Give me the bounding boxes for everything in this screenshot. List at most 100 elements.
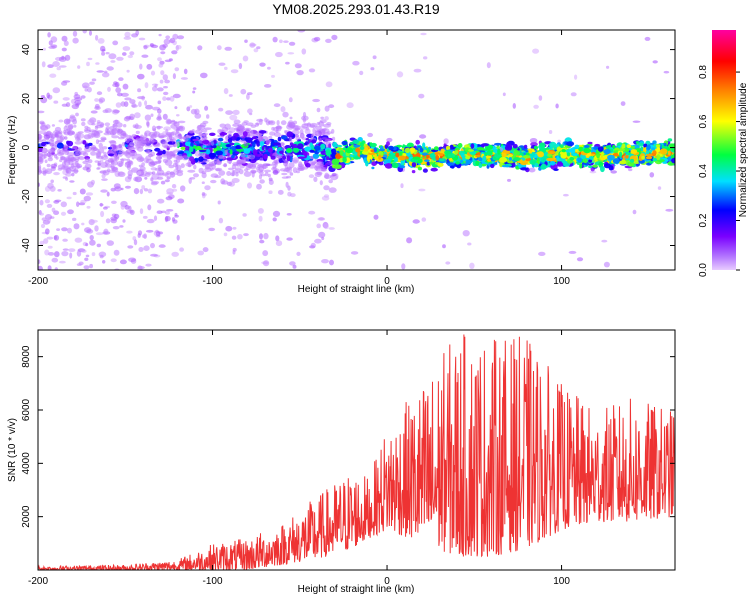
spectrogram-cell [626, 144, 632, 149]
spectrogram-cell [329, 259, 334, 266]
spectrogram-cell [154, 131, 158, 137]
spectrogram-cell [145, 104, 153, 110]
spectrogram-cell [502, 92, 506, 97]
spectrogram-cell [285, 181, 289, 188]
spectrogram-cell [605, 145, 610, 149]
spectrogram-cell [67, 130, 75, 135]
spectrogram-cell [350, 251, 359, 255]
spectrogram-cell [73, 94, 81, 100]
spectrogram-cell [173, 135, 180, 139]
spectrogram-cell [243, 157, 250, 162]
spectrogram-cell [95, 62, 100, 65]
spectrogram-cell [561, 149, 566, 153]
spectrogram-cell [588, 159, 592, 163]
spectrogram-cell [532, 48, 540, 54]
spectrogram-cell [180, 146, 187, 150]
spectrogram-cell [322, 132, 331, 136]
spectrogram-cell [144, 114, 152, 121]
spectrogram-cell [227, 167, 234, 171]
spectrogram-cell [323, 174, 332, 180]
spectrogram-cell [50, 179, 54, 184]
spectrogram-cell [157, 113, 162, 120]
spectrogram-cell [129, 141, 137, 147]
spectrogram-cell [177, 35, 185, 40]
spectrogram-cell [600, 165, 605, 173]
spectrogram-cell [162, 74, 168, 81]
spectrogram-cell [643, 143, 648, 148]
spectrogram-cell [106, 240, 115, 246]
spectrogram-cell [189, 105, 193, 108]
spectrogram-cell [90, 179, 95, 185]
spectrogram-cell [328, 104, 335, 109]
spectrogram-cell [249, 129, 254, 136]
spectrogram-cell [47, 245, 53, 249]
colorbar-tick-label: 0.0 [698, 263, 709, 277]
spectrogram-cell [328, 143, 332, 149]
spectrogram-cell [53, 234, 60, 241]
spectrogram-cell [51, 207, 56, 213]
spectrogram-cell [298, 161, 303, 168]
spectrogram-cell [121, 151, 129, 155]
spectrogram-cell [321, 156, 325, 159]
spectrogram-cell [506, 142, 510, 148]
spectrogram-cell [61, 81, 68, 86]
spectrogram-cell [335, 153, 342, 160]
spectrogram-cell [176, 114, 180, 117]
spectrogram-cell [101, 146, 108, 150]
spectrogram-cell [470, 143, 475, 149]
spectrogram-cell [286, 237, 293, 241]
spectrogram-cell [38, 146, 44, 153]
spectrogram-cell [52, 153, 58, 157]
x-tick-label: 0 [384, 276, 390, 287]
spectrogram-cell [59, 260, 66, 264]
spectrogram-cell [96, 120, 101, 124]
spectrogram-cell [46, 203, 53, 208]
spectrogram-cell [183, 68, 188, 75]
spectrogram-cell [118, 77, 124, 81]
spectrogram-cell [652, 157, 658, 162]
spectrogram-cell [38, 265, 43, 270]
spectrogram-cell [667, 155, 672, 162]
spectrogram-cell [280, 142, 285, 147]
spectrogram-cell [113, 213, 120, 219]
spectrogram-cell [87, 57, 93, 61]
spectrogram-cell [79, 188, 86, 195]
spectrogram-cell [127, 160, 134, 166]
spectrogram-cell [56, 66, 61, 71]
spectrogram-cell [308, 174, 315, 179]
spectrogram-cell [244, 39, 248, 43]
spectrogram-cell [138, 37, 146, 41]
spectrogram-cell [162, 172, 170, 176]
spectrogram-cell [198, 149, 207, 153]
spectrogram-cell [138, 247, 144, 252]
spectrogram-cell [138, 101, 142, 108]
spectrogram-cell [133, 176, 139, 182]
spectrogram-cell [462, 230, 470, 237]
spectrogram-cell [522, 155, 531, 159]
spectrogram-cell [179, 247, 185, 252]
spectrogram-cell [218, 156, 226, 160]
spectrogram-cell [287, 191, 292, 197]
spectrogram-cell [186, 106, 191, 112]
spectrogram-cell [204, 185, 211, 191]
spectrogram-cell [144, 82, 149, 89]
spectrogram-cell [143, 188, 149, 192]
spectrogram-cell [158, 156, 162, 159]
spectrogram-cell [171, 251, 179, 257]
spectrogram-cell [215, 168, 221, 172]
spectrogram-cell [288, 120, 294, 126]
spectrogram-cell [111, 167, 119, 173]
spectrogram-cell [62, 161, 66, 167]
spectrogram-cell [538, 95, 543, 101]
spectrogram-cell [316, 161, 322, 166]
spectrogram-cell [38, 158, 44, 165]
spectrogram-cell [671, 147, 675, 152]
spectrogram-cell [398, 155, 406, 161]
spectrogram-cell [89, 263, 93, 269]
spectrogram-cell [144, 130, 152, 137]
spectrogram-cell [133, 239, 138, 246]
spectrogram-cell [40, 223, 46, 229]
spectrogram-cell [233, 142, 240, 146]
spectrogram-cell [243, 141, 248, 147]
x-tick-label: 0 [384, 576, 390, 587]
